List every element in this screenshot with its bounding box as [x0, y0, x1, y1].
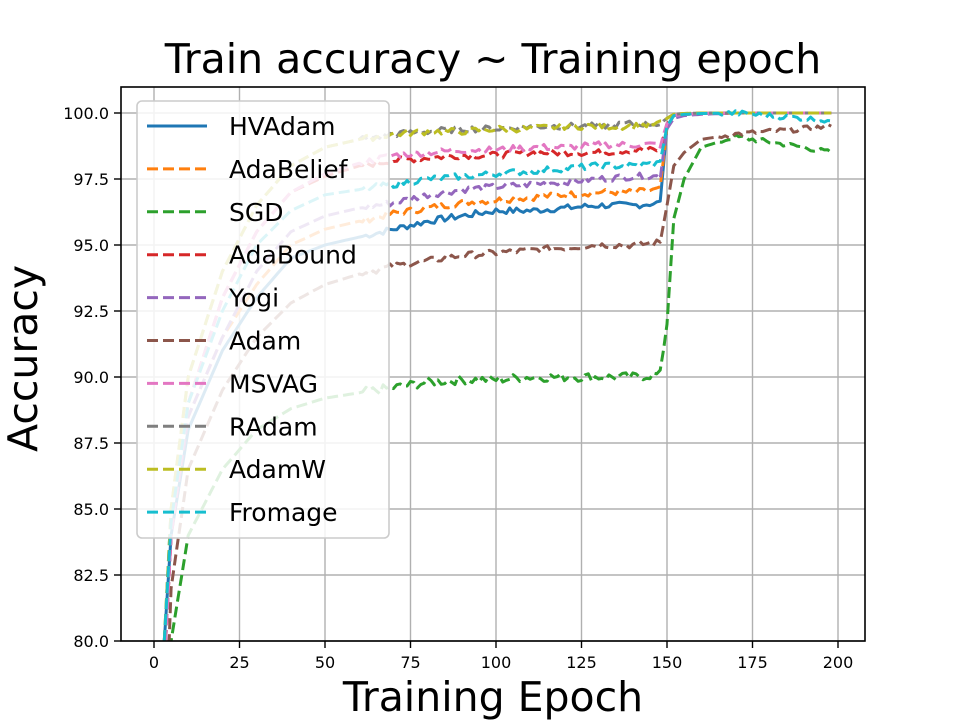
axis-ticks: 0 25 50 75 100 125 150 175 200 80.0 82.5 85.0 87.5 90…	[63, 104, 853, 672]
x-tick-label: 75	[400, 653, 420, 672]
legend-label-adabound: AdaBound	[229, 241, 357, 270]
legend-label-hvadam: HVAdam	[229, 112, 336, 141]
y-tick-label: 97.5	[73, 170, 109, 189]
x-tick-label: 0	[149, 653, 159, 672]
legend-label-adam: Adam	[229, 327, 301, 356]
legend-label-radam: RAdam	[229, 412, 318, 441]
legend-box	[136, 100, 390, 539]
legend-label-yogi: Yogi	[228, 284, 279, 313]
x-tick-label: 200	[823, 653, 854, 672]
axes-frame	[120, 86, 866, 642]
x-tick-label: 150	[652, 653, 683, 672]
x-tick-label: 25	[229, 653, 249, 672]
y-tick-label: 82.5	[73, 566, 109, 585]
series-line-sgd	[169, 133, 833, 641]
y-tick-label: 85.0	[73, 500, 109, 519]
x-axis-label: Training Epoch	[342, 673, 644, 721]
y-tick-label: 100.0	[63, 104, 109, 123]
y-tick-label: 92.5	[73, 302, 109, 321]
legend-label-adamw: AdamW	[229, 455, 326, 484]
x-tick-label: 175	[737, 653, 768, 672]
grid-lines	[121, 87, 865, 642]
x-tick-label: 100	[481, 653, 512, 672]
legend-label-fromage: Fromage	[229, 498, 338, 527]
legend: HVAdam AdaBelief SGD AdaBound Yogi Adam MSVAG R…	[136, 100, 390, 539]
x-tick-label: 50	[315, 653, 335, 672]
y-tick-label: 87.5	[73, 434, 109, 453]
legend-label-adabelief: AdaBelief	[229, 155, 349, 184]
y-tick-label: 90.0	[73, 368, 109, 387]
y-tick-label: 80.0	[73, 632, 109, 651]
chart-title: Train accuracy ~ Training epoch	[164, 35, 822, 83]
legend-label-sgd: SGD	[229, 198, 284, 227]
legend-label-msvag: MSVAG	[229, 369, 318, 398]
x-tick-label: 125	[566, 653, 597, 672]
y-tick-label: 95.0	[73, 236, 109, 255]
